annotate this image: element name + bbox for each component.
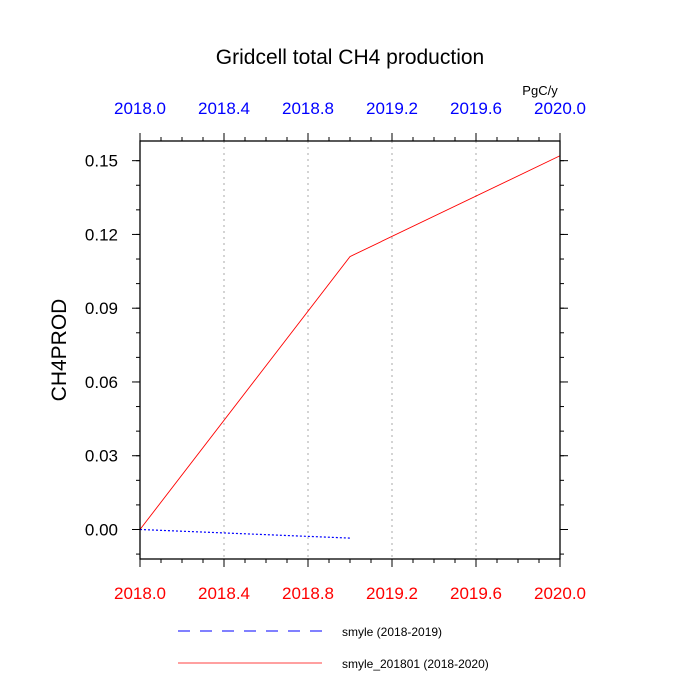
legend-label-1: smyle_201801 (2018-2020) [342,657,489,671]
plot-frame [139,140,561,560]
x-tick-label-top: 2018.4 [198,99,250,118]
y-tick-label: 0.00 [85,520,118,539]
grid [223,141,477,559]
y-tick-label: 0.15 [85,152,118,171]
x-tick-label-bottom: 2018.0 [114,584,166,603]
axes: 2018.0 2018.0 2018.4 2018.4 2018.8 2018.8 2019… [85,99,586,603]
chart-title: Gridcell total CH4 production [216,46,484,69]
x-tick-label-top: 2018.8 [282,99,334,118]
series-line-1 [139,155,561,530]
x-tick-label-top: 2019.6 [450,99,502,118]
legend: smyle (2018-2019) smyle_201801 (2018-2020… [178,625,489,671]
y-tick-label: 0.12 [85,225,118,244]
x-tick-label-bottom: 2018.8 [282,584,334,603]
x-tick-label-top: 2019.2 [366,99,418,118]
x-tick-label-top: 2020.0 [534,99,586,118]
series-group [139,155,561,539]
y-tick-label: 0.03 [85,447,118,466]
y-axis-label: CH4PROD [48,299,71,402]
units-label: PgC/y [522,83,558,98]
x-tick-label-top: 2018.0 [114,99,166,118]
series-line-0 [139,528,351,539]
y-tick-label: 0.06 [85,373,118,392]
y-tick-label: 0.09 [85,299,118,318]
legend-label-0: smyle (2018-2019) [342,625,442,639]
x-tick-label-bottom: 2020.0 [534,584,586,603]
x-tick-label-bottom: 2019.2 [366,584,418,603]
x-tick-label-bottom: 2018.4 [198,584,250,603]
x-tick-label-bottom: 2019.6 [450,584,502,603]
